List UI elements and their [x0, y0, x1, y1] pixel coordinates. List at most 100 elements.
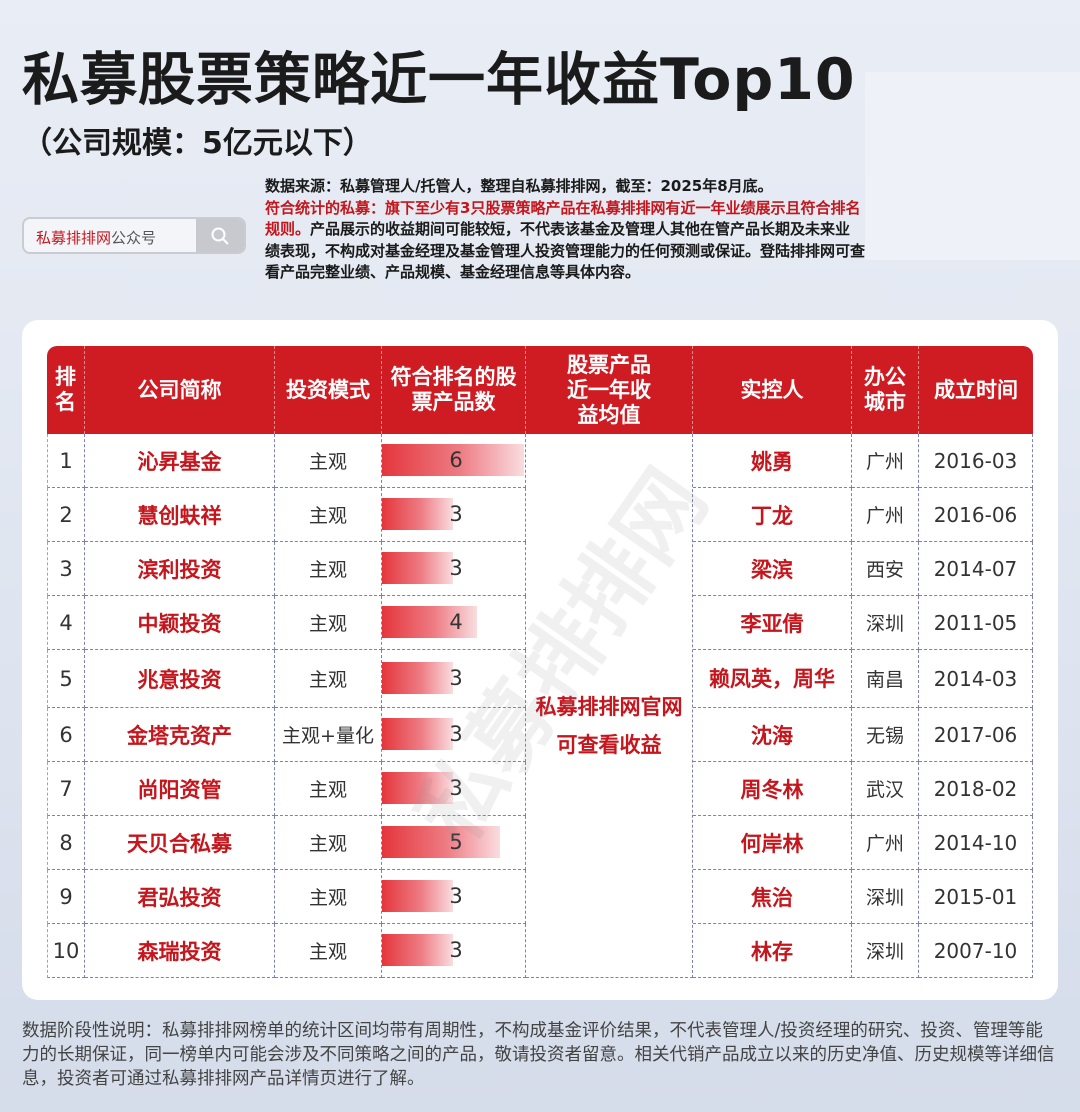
company-cell: 君弘投资: [85, 870, 275, 924]
rank-cell: 4: [47, 596, 85, 650]
controller-cell: 李亚倩: [693, 596, 852, 650]
controller-cell: 林存: [693, 924, 852, 978]
count-value: 3: [449, 884, 463, 908]
controller-cell: 焦治: [693, 870, 852, 924]
count-bar: [382, 662, 453, 694]
count-bar: [382, 826, 501, 858]
header-count: 符合排名的股票产品数: [382, 346, 526, 434]
count-bar: [382, 934, 453, 966]
controller-cell: 姚勇: [693, 434, 852, 488]
controller-cell: 沈海: [693, 708, 852, 762]
rank-cell: 5: [47, 650, 85, 708]
rank-cell: 6: [47, 708, 85, 762]
return-merged-cell: 私募排排网官网可查看收益: [526, 434, 693, 978]
data-source-note: 数据来源：私募管理人/托管人，整理自私募排排网，截至：2025年8月底。 符合统…: [265, 176, 865, 284]
table-row: 9 君弘投资 主观 3 焦治 深圳 2015-01: [47, 870, 1033, 924]
city-cell: 南昌: [852, 650, 919, 708]
search-box[interactable]: 私募排排网公众号: [22, 217, 246, 254]
ranking-table: 排名 公司简称 投资模式 符合排名的股票产品数 股票产品近一年收益均值 实控人 …: [47, 346, 1033, 978]
company-cell: 森瑞投资: [85, 924, 275, 978]
founded-cell: 2016-06: [919, 488, 1033, 542]
blank-panel: [865, 72, 1080, 260]
company-cell: 沁昇基金: [85, 434, 275, 488]
rank-cell: 9: [47, 870, 85, 924]
table-row: 6 金塔克资产 主观+量化 3 沈海 无锡 2017-06: [47, 708, 1033, 762]
company-cell: 天贝合私募: [85, 816, 275, 870]
count-cell: 3: [382, 488, 526, 542]
count-bar: [382, 718, 453, 750]
table-row: 7 尚阳资管 主观 3 周冬林 武汉 2018-02: [47, 762, 1033, 816]
rank-cell: 1: [47, 434, 85, 488]
footer-disclaimer: 数据阶段性说明：私募排排网榜单的统计区间均带有周期性，不构成基金评价结果，不代表…: [22, 1021, 1055, 1089]
count-cell: 4: [382, 596, 526, 650]
table-row: 1 沁昇基金 主观 6 私募排排网官网可查看收益 姚勇 广州 2016-03: [47, 434, 1033, 978]
table-row: 8 天贝合私募 主观 5 何岸林 广州 2014-10: [47, 816, 1033, 870]
founded-cell: 2016-03: [919, 434, 1033, 488]
mode-cell: 主观: [275, 488, 382, 542]
count-cell: 3: [382, 708, 526, 762]
mode-cell: 主观: [275, 650, 382, 708]
note-disclaimer: 产品展示的收益期间可能较短，不代表该基金及管理人其他在管产品长期及未来业绩表现，…: [265, 220, 866, 281]
controller-cell: 赖凤英，周华: [693, 650, 852, 708]
city-cell: 武汉: [852, 762, 919, 816]
mode-cell: 主观: [275, 762, 382, 816]
count-bar: [382, 606, 477, 638]
founded-cell: 2014-03: [919, 650, 1033, 708]
controller-cell: 丁龙: [693, 488, 852, 542]
mode-cell: 主观: [275, 596, 382, 650]
count-value: 3: [449, 722, 463, 746]
city-cell: 广州: [852, 434, 919, 488]
controller-cell: 周冬林: [693, 762, 852, 816]
header-city: 办公城市: [852, 346, 919, 434]
mode-cell: 主观: [275, 816, 382, 870]
mode-cell: 主观: [275, 924, 382, 978]
rank-cell: 3: [47, 542, 85, 596]
count-bar: [382, 880, 453, 912]
mode-cell: 主观+量化: [275, 708, 382, 762]
rank-cell: 10: [47, 924, 85, 978]
count-cell: 3: [382, 870, 526, 924]
count-cell: 3: [382, 650, 526, 708]
table-row: 4 中颖投资 主观 4 李亚倩 深圳 2011-05: [47, 596, 1033, 650]
header-founded: 成立时间: [919, 346, 1033, 434]
search-placeholder: 私募排排网公众号: [36, 229, 157, 247]
count-value: 3: [449, 556, 463, 580]
founded-cell: 2014-07: [919, 542, 1033, 596]
mode-cell: 主观: [275, 542, 382, 596]
company-cell: 滨利投资: [85, 542, 275, 596]
rank-cell: 8: [47, 816, 85, 870]
mode-cell: 主观: [275, 434, 382, 488]
count-value: 3: [449, 938, 463, 962]
city-cell: 深圳: [852, 924, 919, 978]
count-value: 3: [449, 502, 463, 526]
page-title: 私募股票策略近一年收益Top10: [22, 47, 856, 113]
table-row: 3 滨利投资 主观 3 梁滨 西安 2014-07: [47, 542, 1033, 596]
table-row: 5 兆意投资 主观 3 赖凤英，周华 南昌 2014-03: [47, 650, 1033, 708]
header-controller: 实控人: [693, 346, 852, 434]
count-bar: [382, 552, 453, 584]
city-cell: 西安: [852, 542, 919, 596]
count-bar: [382, 444, 524, 476]
header-mode: 投资模式: [275, 346, 382, 434]
founded-cell: 2011-05: [919, 596, 1033, 650]
count-cell: 3: [382, 542, 526, 596]
company-cell: 中颖投资: [85, 596, 275, 650]
city-cell: 深圳: [852, 596, 919, 650]
search-button[interactable]: [196, 219, 244, 252]
count-cell: 3: [382, 762, 526, 816]
founded-cell: 2018-02: [919, 762, 1033, 816]
city-cell: 深圳: [852, 870, 919, 924]
company-cell: 兆意投资: [85, 650, 275, 708]
table-row: 2 慧创蚨祥 主观 3 丁龙 广州 2016-06: [47, 488, 1033, 542]
controller-cell: 何岸林: [693, 816, 852, 870]
company-cell: 尚阳资管: [85, 762, 275, 816]
table-header-row: 排名 公司简称 投资模式 符合排名的股票产品数 股票产品近一年收益均值 实控人 …: [47, 346, 1033, 434]
count-cell: 5: [382, 816, 526, 870]
header-company: 公司简称: [85, 346, 275, 434]
city-cell: 无锡: [852, 708, 919, 762]
search-icon: [211, 227, 229, 245]
count-bar: [382, 498, 453, 530]
note-criteria: 符合统计的私募：旗下至少有3只股票策略产品在私募排排网有近一年业绩展示且符合排名…: [265, 198, 861, 239]
count-value: 6: [449, 448, 463, 472]
founded-cell: 2017-06: [919, 708, 1033, 762]
